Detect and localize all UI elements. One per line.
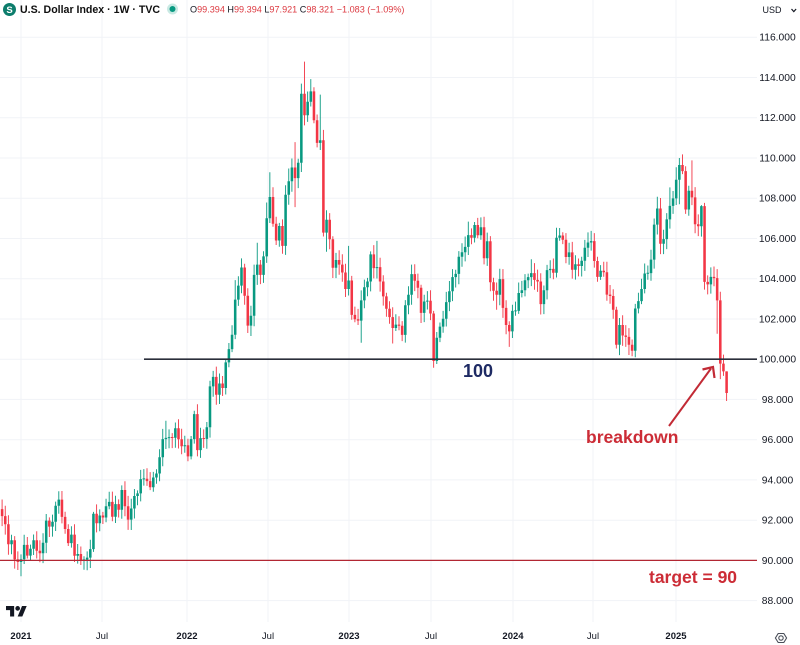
svg-text:112.000: 112.000 — [759, 113, 796, 124]
svg-text:target = 90: target = 90 — [649, 567, 737, 587]
svg-text:S: S — [6, 5, 12, 16]
svg-text:110.000: 110.000 — [759, 153, 796, 164]
svg-text:94.000: 94.000 — [762, 475, 794, 486]
svg-text:O99.394 H99.394 L97.921 C98.32: O99.394 H99.394 L97.921 C98.321 −1.083 (… — [190, 5, 404, 15]
svg-text:2022: 2022 — [176, 631, 197, 642]
svg-text:102.000: 102.000 — [759, 314, 796, 325]
svg-text:100: 100 — [463, 361, 493, 381]
svg-text:90.000: 90.000 — [762, 556, 794, 567]
svg-text:breakdown: breakdown — [586, 427, 678, 447]
svg-text:116.000: 116.000 — [759, 33, 796, 44]
svg-text:USD: USD — [763, 5, 783, 15]
svg-text:96.000: 96.000 — [762, 435, 794, 446]
svg-text:2023: 2023 — [338, 631, 359, 642]
svg-text:Jul: Jul — [425, 631, 437, 642]
svg-text:2025: 2025 — [665, 631, 687, 642]
svg-text:108.000: 108.000 — [759, 194, 796, 205]
svg-text:Jul: Jul — [587, 631, 599, 642]
svg-text:U.S. Dollar Index · 1W · TVC: U.S. Dollar Index · 1W · TVC — [20, 4, 160, 16]
svg-text:100.000: 100.000 — [759, 355, 796, 366]
svg-text:106.000: 106.000 — [759, 234, 796, 245]
svg-text:2024: 2024 — [502, 631, 524, 642]
svg-text:104.000: 104.000 — [759, 274, 796, 285]
svg-text:Jul: Jul — [96, 631, 108, 642]
svg-text:114.000: 114.000 — [759, 73, 796, 84]
svg-text:92.000: 92.000 — [762, 516, 794, 527]
svg-text:2021: 2021 — [10, 631, 32, 642]
svg-text:88.000: 88.000 — [762, 596, 794, 607]
svg-text:98.000: 98.000 — [762, 395, 794, 406]
svg-text:Jul: Jul — [262, 631, 274, 642]
